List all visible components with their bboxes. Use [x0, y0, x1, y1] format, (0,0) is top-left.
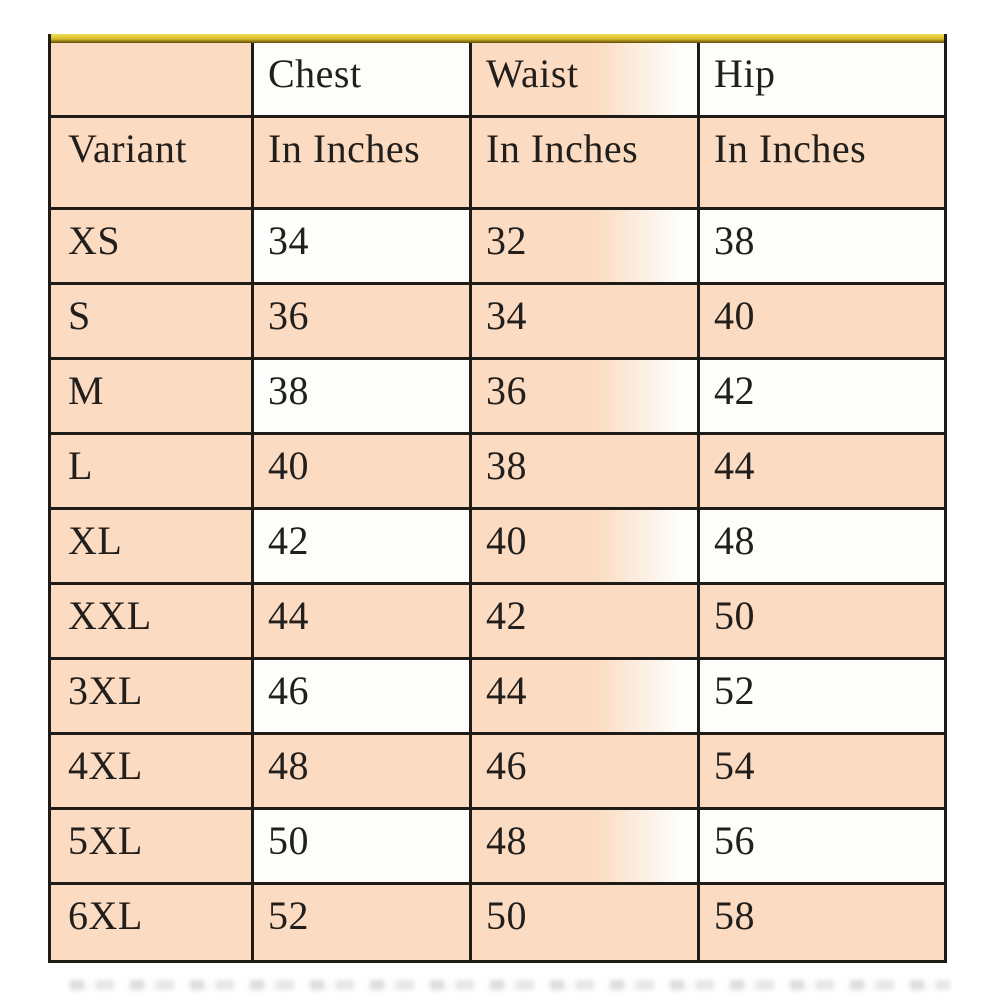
cell-3xl-hip: 52	[700, 660, 944, 735]
cell-xxl-chest: 44	[254, 585, 472, 660]
row-label-xl: XL	[51, 510, 254, 585]
cell-s-hip: 40	[700, 285, 944, 360]
row-label-6xl: 6XL	[51, 885, 254, 960]
header-chest: Chest	[254, 43, 472, 118]
cell-xs-chest: 34	[254, 210, 472, 285]
cell-5xl-waist: 48	[472, 810, 700, 885]
top-accent-bar	[51, 34, 944, 43]
cell-6xl-hip: 58	[700, 885, 944, 960]
cropped-text-artifact	[70, 980, 950, 990]
cell-s-chest: 36	[254, 285, 472, 360]
cell-m-waist: 36	[472, 360, 700, 435]
cell-6xl-chest: 52	[254, 885, 472, 960]
cell-xl-waist: 40	[472, 510, 700, 585]
cell-l-chest: 40	[254, 435, 472, 510]
cell-m-chest: 38	[254, 360, 472, 435]
cell-6xl-waist: 50	[472, 885, 700, 960]
row-label-xs: XS	[51, 210, 254, 285]
cell-l-hip: 44	[700, 435, 944, 510]
cell-xs-waist: 32	[472, 210, 700, 285]
subheader-variant: Variant	[51, 118, 254, 210]
cell-xs-hip: 38	[700, 210, 944, 285]
subheader-hip-unit: In Inches	[700, 118, 944, 210]
row-label-l: L	[51, 435, 254, 510]
size-chart-grid: Chest Waist Hip Variant In Inches In Inc…	[51, 43, 944, 960]
cell-5xl-hip: 56	[700, 810, 944, 885]
row-label-m: M	[51, 360, 254, 435]
header-hip: Hip	[700, 43, 944, 118]
cell-4xl-chest: 48	[254, 735, 472, 810]
cell-4xl-hip: 54	[700, 735, 944, 810]
cell-3xl-chest: 46	[254, 660, 472, 735]
row-label-5xl: 5XL	[51, 810, 254, 885]
subheader-chest-unit: In Inches	[254, 118, 472, 210]
row-label-xxl: XXL	[51, 585, 254, 660]
row-label-s: S	[51, 285, 254, 360]
cell-xl-chest: 42	[254, 510, 472, 585]
subheader-waist-unit: In Inches	[472, 118, 700, 210]
size-chart-table: Chest Waist Hip Variant In Inches In Inc…	[48, 34, 947, 963]
cell-4xl-waist: 46	[472, 735, 700, 810]
cell-s-waist: 34	[472, 285, 700, 360]
header-waist: Waist	[472, 43, 700, 118]
cell-l-waist: 38	[472, 435, 700, 510]
row-label-3xl: 3XL	[51, 660, 254, 735]
cell-5xl-chest: 50	[254, 810, 472, 885]
cell-m-hip: 42	[700, 360, 944, 435]
cell-xxl-waist: 42	[472, 585, 700, 660]
header-empty-cell	[51, 43, 254, 118]
row-label-4xl: 4XL	[51, 735, 254, 810]
cell-xxl-hip: 50	[700, 585, 944, 660]
cell-3xl-waist: 44	[472, 660, 700, 735]
cell-xl-hip: 48	[700, 510, 944, 585]
